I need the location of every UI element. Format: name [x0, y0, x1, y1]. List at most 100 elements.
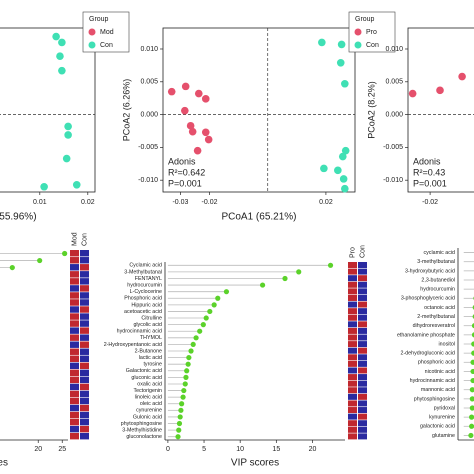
dot [62, 250, 68, 257]
heatmap-cell [348, 321, 357, 328]
heatmap-cell [80, 362, 89, 370]
heatmap-cell [80, 369, 89, 377]
legend-swatch [354, 41, 362, 49]
category-label: lactic acid [139, 355, 162, 361]
category-label: 3-Methylbutanal [124, 269, 162, 275]
category-label: L-Cyclocerine [130, 289, 162, 295]
x-tick-label: 0.01 [33, 199, 47, 206]
heatmap-cell [70, 271, 79, 278]
category-label: linoleic acid [135, 395, 162, 401]
category-label: Cyclamic acid [129, 263, 162, 269]
heatmap-cell [348, 301, 357, 308]
dot [469, 405, 474, 411]
heatmap-cell [70, 390, 79, 398]
dot [469, 414, 474, 420]
heatmap-cell [348, 400, 357, 407]
heatmap-cell [80, 327, 89, 334]
y-tick-label: -0.010 [138, 177, 158, 184]
heatmap-cell [348, 433, 357, 440]
category-label: 3-phosphoglyceric acid [401, 296, 455, 302]
x-axis-label: PCoA1 (65.21%) [221, 212, 296, 223]
heatmap-cell [348, 262, 357, 268]
category-label: mannonic acid [421, 387, 455, 393]
heatmap-cell [358, 374, 367, 381]
category-label: Gulonic acid [133, 414, 162, 420]
annotation: P=0.001 [168, 178, 202, 188]
x-axis-label: VIP scores [0, 458, 8, 469]
x-tick-label: -0.03 [172, 199, 188, 206]
plot-frame [0, 27, 96, 193]
annotation: P=0.001 [413, 178, 447, 188]
heatmap-cell [70, 299, 79, 306]
category-label: pyridoxal [434, 405, 455, 411]
x-tick-label: 15 [272, 446, 280, 453]
category-label: glutamine [432, 433, 455, 439]
dot [186, 354, 192, 361]
heatmap-cell [358, 341, 367, 348]
x-tick-label: 0.02 [81, 199, 95, 206]
point [181, 106, 189, 115]
category-label: phytosphingosine [414, 396, 455, 402]
dot [470, 359, 474, 365]
heatmap-cell [80, 264, 89, 271]
heatmap-cell [80, 292, 89, 299]
y-tick-label: 0.005 [385, 79, 403, 86]
heatmap-cell [70, 397, 79, 405]
point [341, 79, 349, 88]
heatmap-cell [358, 262, 367, 268]
heatmap-cell [70, 355, 79, 362]
heatmap-cell [80, 306, 89, 313]
dot [200, 322, 206, 328]
dot [471, 323, 474, 329]
heatmap-cell [80, 250, 89, 257]
category-label: phytosphingosine [121, 421, 162, 427]
heatmap-cell [70, 292, 79, 299]
point [58, 66, 66, 75]
heatmap-cell [358, 308, 367, 315]
point [201, 128, 210, 137]
heatmap-cell [348, 341, 357, 348]
heatmap-cell [70, 376, 79, 384]
dot [181, 387, 187, 394]
heatmap-cell [80, 320, 89, 327]
heatmap-cell [80, 271, 89, 278]
category-label: glycolic acid [133, 322, 162, 328]
heatmap-cell [358, 393, 367, 400]
point [204, 135, 213, 144]
dot [176, 427, 182, 433]
heatmap-cell [80, 418, 89, 426]
category-label: 2-methylbutanal [417, 314, 455, 320]
dot [177, 414, 183, 420]
dot [180, 394, 186, 400]
dot [296, 269, 302, 275]
point [64, 122, 72, 131]
x-tick-label: 20 [309, 446, 317, 453]
heatmap-cell [358, 334, 367, 341]
dot [470, 368, 474, 375]
category-label: octanoic acid [424, 305, 455, 311]
category-label: Citrulline [141, 315, 162, 321]
dot [223, 289, 230, 295]
heatmap-cell [348, 308, 357, 315]
dot [207, 308, 213, 315]
heatmap-cell [348, 413, 357, 420]
annotation: Adonis [413, 156, 441, 166]
x-tick-label: -0.02 [422, 199, 438, 206]
category-label: 3-hydroxybutyric acid [405, 268, 455, 274]
y-tick-label: 0.000 [140, 111, 158, 118]
heatmap-cell [358, 354, 367, 361]
heatmap-cell [80, 341, 89, 348]
point [341, 146, 350, 155]
category-label: hydrocurcumin [127, 282, 162, 288]
legend-label: Pro [366, 29, 377, 36]
heatmap-cell [348, 347, 357, 354]
heatmap-cell [348, 360, 357, 367]
heatmap-cell [358, 380, 367, 387]
heatmap-cell [348, 393, 357, 400]
point [56, 52, 64, 61]
heatmap-cell [348, 268, 357, 275]
category-label: Galactonic acid [126, 368, 162, 374]
dot [282, 275, 288, 282]
point [188, 127, 197, 136]
dot [183, 374, 189, 380]
